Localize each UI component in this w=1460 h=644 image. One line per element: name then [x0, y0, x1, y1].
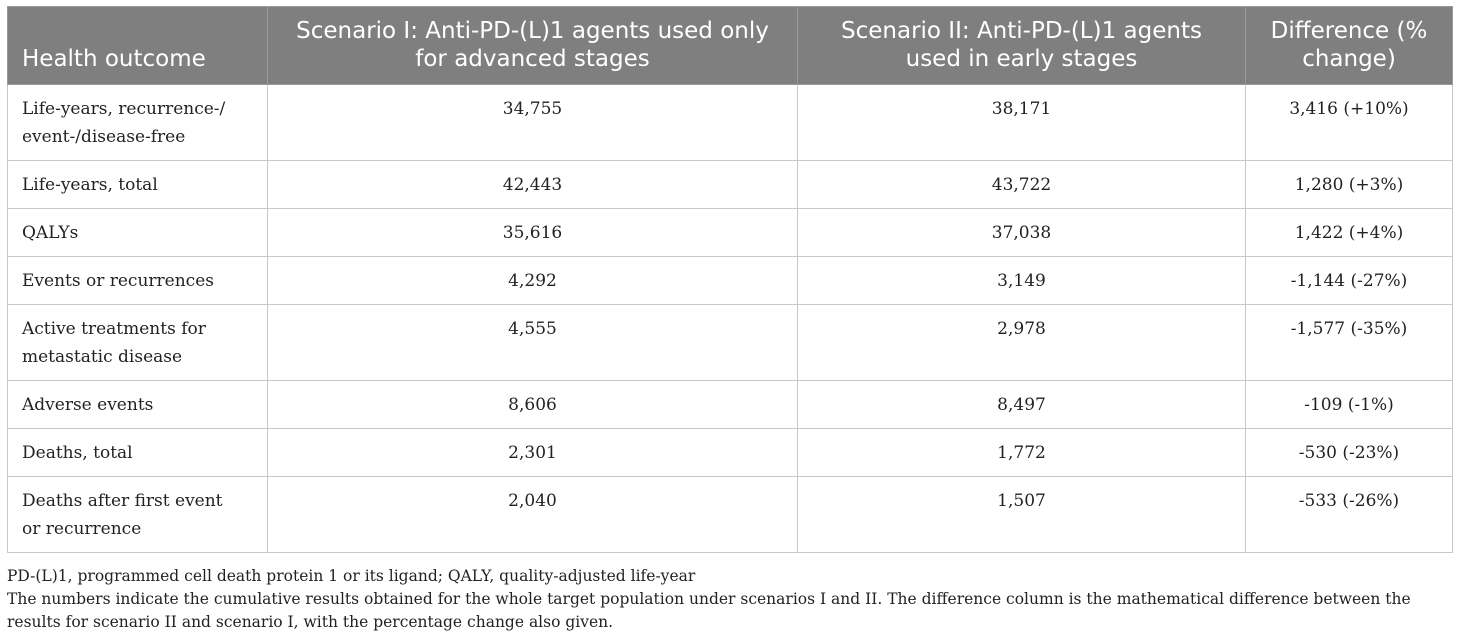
cell-scenario-1: 42,443	[267, 160, 798, 209]
cell-scenario-1: 2,040	[267, 476, 798, 553]
cell-outcome: Active treatments for metastatic disease	[7, 304, 268, 381]
cell-outcome: Deaths after first event or recurrence	[7, 476, 268, 553]
cell-scenario-2: 8,497	[797, 380, 1246, 429]
table-row: QALYs 35,616 37,038 1,422 (+4%)	[7, 208, 1453, 257]
cell-scenario-2: 43,722	[797, 160, 1246, 209]
cell-scenario-1: 34,755	[267, 84, 798, 161]
health-outcomes-table: Health outcome Scenario I: Anti-PD-(L)1 …	[7, 6, 1453, 553]
table-row: Active treatments for metastatic disease…	[7, 304, 1453, 381]
header-scenario-2: Scenario II: Anti-PD-(L)1 agents used in…	[797, 6, 1246, 85]
cell-scenario-1: 4,292	[267, 256, 798, 305]
cell-scenario-2: 1,772	[797, 428, 1246, 477]
cell-scenario-1: 4,555	[267, 304, 798, 381]
cell-outcome: Life-years, recurrence-/ event-/disease-…	[7, 84, 268, 161]
table-footnotes: PD-(L)1, programmed cell death protein 1…	[7, 565, 1452, 634]
cell-outcome: Life-years, total	[7, 160, 268, 209]
cell-scenario-2: 37,038	[797, 208, 1246, 257]
cell-scenario-1: 8,606	[267, 380, 798, 429]
cell-difference: -1,577 (-35%)	[1245, 304, 1453, 381]
table-row: Adverse events 8,606 8,497 -109 (-1%)	[7, 380, 1453, 429]
cell-outcome: Deaths, total	[7, 428, 268, 477]
cell-scenario-2: 2,978	[797, 304, 1246, 381]
header-health-outcome: Health outcome	[7, 6, 268, 85]
header-scenario-1: Scenario I: Anti-PD-(L)1 agents used onl…	[267, 6, 798, 85]
cell-difference: -533 (-26%)	[1245, 476, 1453, 553]
cell-difference: 3,416 (+10%)	[1245, 84, 1453, 161]
cell-outcome: Adverse events	[7, 380, 268, 429]
cell-scenario-2: 38,171	[797, 84, 1246, 161]
cell-outcome: QALYs	[7, 208, 268, 257]
abbreviations-note: PD-(L)1, programmed cell death protein 1…	[7, 567, 696, 585]
cell-difference: -1,144 (-27%)	[1245, 256, 1453, 305]
explanatory-note: The numbers indicate the cumulative resu…	[7, 590, 1411, 631]
results-table-container: Health outcome Scenario I: Anti-PD-(L)1 …	[7, 6, 1453, 553]
table-header-row: Health outcome Scenario I: Anti-PD-(L)1 …	[7, 6, 1453, 85]
table-row: Events or recurrences 4,292 3,149 -1,144…	[7, 256, 1453, 305]
cell-scenario-1: 35,616	[267, 208, 798, 257]
cell-difference: 1,422 (+4%)	[1245, 208, 1453, 257]
cell-difference: -530 (-23%)	[1245, 428, 1453, 477]
cell-difference: -109 (-1%)	[1245, 380, 1453, 429]
cell-scenario-2: 1,507	[797, 476, 1246, 553]
table-row: Life-years, total 42,443 43,722 1,280 (+…	[7, 160, 1453, 209]
cell-difference: 1,280 (+3%)	[1245, 160, 1453, 209]
cell-scenario-2: 3,149	[797, 256, 1246, 305]
header-difference: Difference (% change)	[1245, 6, 1453, 85]
cell-scenario-1: 2,301	[267, 428, 798, 477]
table-row: Life-years, recurrence-/ event-/disease-…	[7, 84, 1453, 161]
table-row: Deaths after first event or recurrence 2…	[7, 476, 1453, 553]
cell-outcome: Events or recurrences	[7, 256, 268, 305]
table-row: Deaths, total 2,301 1,772 -530 (-23%)	[7, 428, 1453, 477]
